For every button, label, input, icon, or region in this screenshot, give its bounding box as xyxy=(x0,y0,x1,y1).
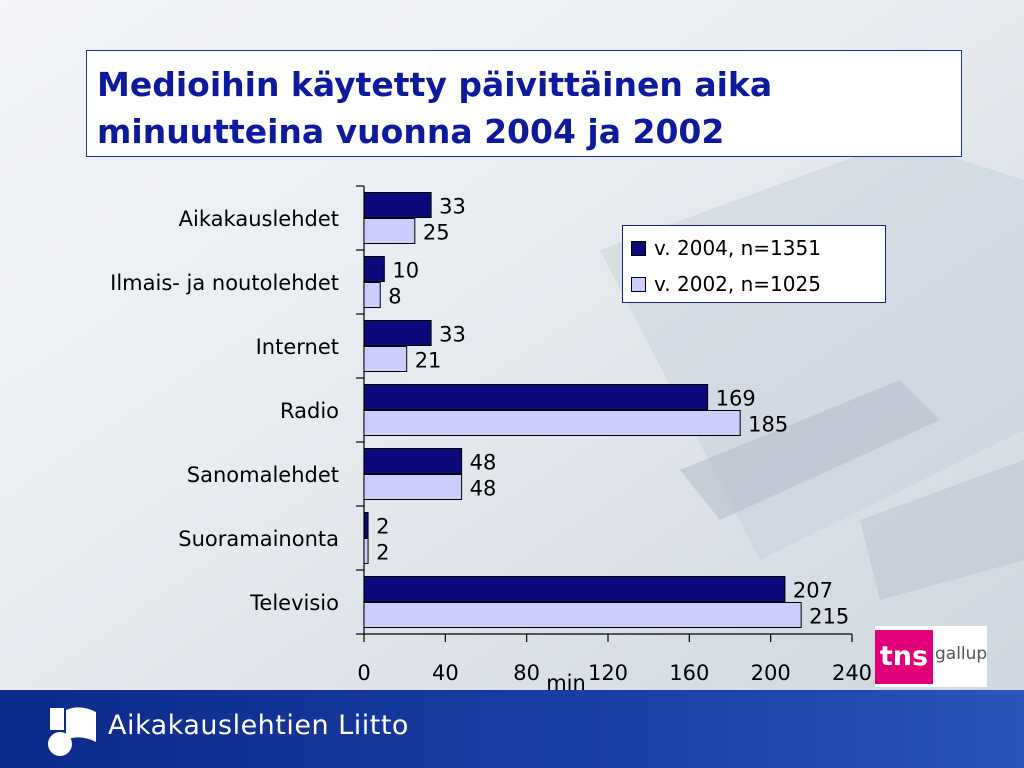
data-label: 10 xyxy=(392,259,419,283)
tns-word: gallup xyxy=(935,644,988,664)
x-axis-title: min xyxy=(546,671,586,690)
bar-2002 xyxy=(363,218,416,244)
data-label: 25 xyxy=(423,221,450,245)
bar-chart: 0 40 80 120 160 200 240minAikakauslehdet3325Il… xyxy=(110,185,872,690)
x-tick-label: 160 xyxy=(669,661,709,685)
category-label: Televisio xyxy=(249,591,339,615)
bar-2002 xyxy=(363,346,408,372)
data-label: 48 xyxy=(470,477,497,501)
tns-mark: tns xyxy=(875,630,933,684)
bar-2002 xyxy=(363,602,802,628)
data-label: 215 xyxy=(809,605,849,629)
bar-2002 xyxy=(363,410,741,436)
x-tick-label: 40 xyxy=(432,661,459,685)
bar-2004 xyxy=(363,256,385,282)
x-tick-label: 200 xyxy=(751,661,791,685)
bar-2004 xyxy=(363,512,369,538)
category-label: Radio xyxy=(280,399,339,423)
x-tick-label: 120 xyxy=(588,661,628,685)
legend-label-2004: v. 2004, n=1351 xyxy=(654,236,821,260)
data-label: 2 xyxy=(376,515,389,539)
data-label: 33 xyxy=(439,195,466,219)
tns-gallup-logo: tns gallup xyxy=(875,626,987,687)
page-title: Medioihin käytetty päivittäinen aika min… xyxy=(97,65,773,151)
legend-item-2002: v. 2002, n=1025 xyxy=(631,272,821,296)
bar-2002 xyxy=(363,538,369,564)
data-label: 21 xyxy=(415,349,442,373)
data-label: 207 xyxy=(793,579,833,603)
data-label: 33 xyxy=(439,323,466,347)
legend-item-2004: v. 2004, n=1351 xyxy=(631,236,821,260)
legend-swatch-2004 xyxy=(631,240,646,256)
chart-legend: v. 2004, n=1351 v. 2002, n=1025 xyxy=(622,225,886,303)
bar-2004 xyxy=(363,448,463,474)
legend-label-2002: v. 2002, n=1025 xyxy=(654,272,821,296)
category-label: Aikakauslehdet xyxy=(179,207,339,231)
bar-2004 xyxy=(363,192,432,218)
x-tick-label: 240 xyxy=(832,661,872,685)
category-label: Sanomalehdet xyxy=(187,463,339,487)
bar-2004 xyxy=(363,576,786,602)
x-tick-label: 80 xyxy=(513,661,540,685)
liitto-logo-icon xyxy=(48,707,96,756)
bar-2002 xyxy=(363,282,381,308)
category-label: Ilmais- ja noutolehdet xyxy=(110,271,339,295)
data-label: 169 xyxy=(716,387,756,411)
legend-swatch-2002 xyxy=(631,276,646,292)
data-label: 2 xyxy=(376,541,389,565)
title-box: Medioihin käytetty päivittäinen aika min… xyxy=(86,50,962,157)
category-label: Suoramainonta xyxy=(178,527,339,551)
bar-2004 xyxy=(363,384,709,410)
data-label: 8 xyxy=(388,285,401,309)
data-label: 48 xyxy=(470,451,497,475)
data-label: 185 xyxy=(748,413,788,437)
footer-org-name: Aikakauslehtien Liitto xyxy=(108,710,409,741)
footer-bar: Aikakauslehtien Liitto xyxy=(0,690,1024,768)
bar-2002 xyxy=(363,474,463,500)
bar-2004 xyxy=(363,320,432,346)
category-label: Internet xyxy=(256,335,339,359)
x-tick-label: 0 xyxy=(357,661,370,685)
